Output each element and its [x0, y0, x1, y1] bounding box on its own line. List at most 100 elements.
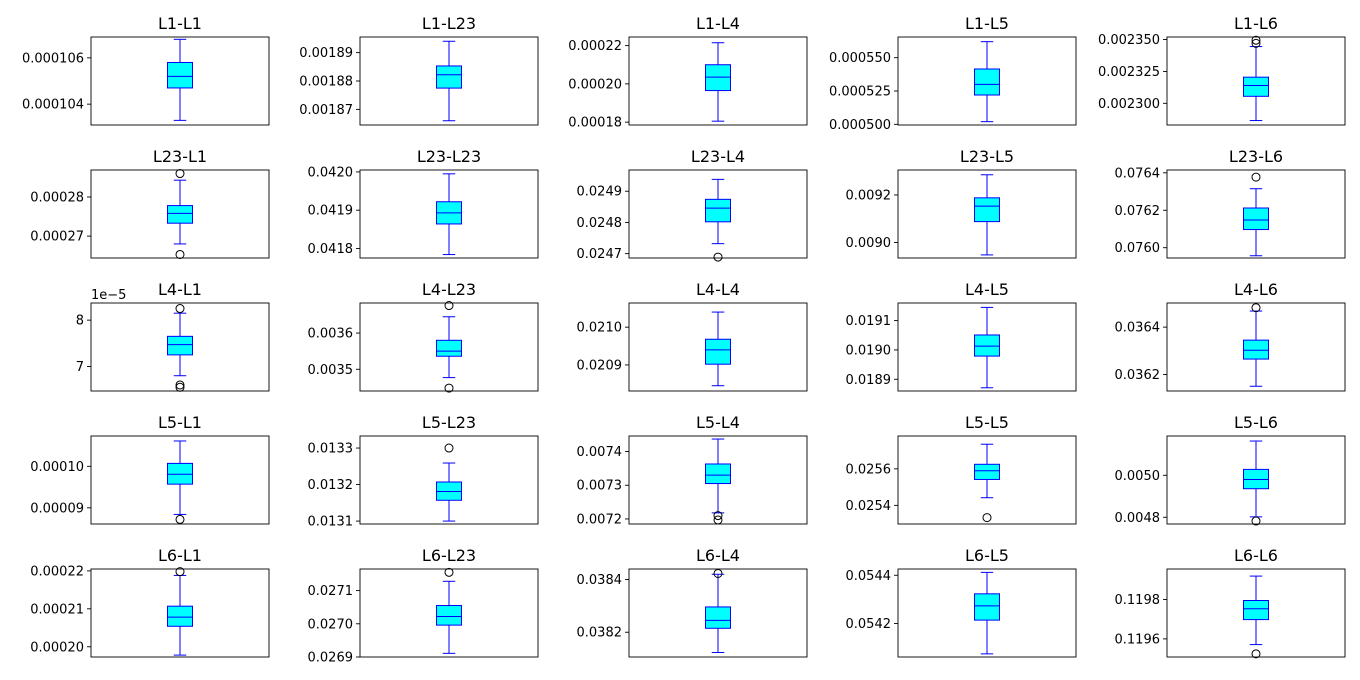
- subplot-title: L23-L6: [1229, 147, 1283, 166]
- subplot-l5-l23: L5-L23 0.0131 0.0132 0.0133: [308, 413, 539, 530]
- axes-frame: [359, 36, 539, 126]
- y-tick-label: 0.00022: [30, 564, 84, 579]
- axes-frame: [1166, 435, 1346, 525]
- y-tick-label: 0.000525: [829, 85, 891, 100]
- outlier-point: [175, 380, 185, 390]
- subplot-title: L5-L23: [422, 413, 476, 432]
- subplot-title: L4-L1: [158, 280, 202, 299]
- subplot-l23-l6: L23-L6 0.0760 0.0762 0.0764: [1115, 147, 1346, 259]
- subplot-title: L23-L1: [153, 147, 207, 166]
- subplot-title: L6-L5: [965, 546, 1009, 565]
- iqr-box: [705, 338, 731, 365]
- outlier-point: [444, 383, 454, 393]
- subplot-l4-l5: L4-L5 0.0189 0.0190 0.0191: [846, 280, 1077, 392]
- axes-frame: [90, 568, 270, 658]
- y-tick-label: 0.0189: [846, 373, 892, 388]
- y-tick-label: 0.000500: [829, 118, 891, 133]
- subplot-title: L23-L23: [417, 147, 481, 166]
- y-tick-label: 0.0364: [1115, 321, 1161, 336]
- axis-offset-label: 1e−5: [91, 288, 126, 303]
- y-tick-label: 0.0209: [577, 358, 623, 373]
- subplot-l5-l6: L5-L6 0.0048 0.0050: [1115, 413, 1346, 526]
- subplot-l5-l4: L5-L4 0.0072 0.0073 0.0074: [577, 413, 808, 527]
- outlier-point: [444, 301, 454, 311]
- iqr-box: [1243, 339, 1269, 360]
- subplot-l5-l1: L5-L1 0.00009 0.00010: [30, 413, 270, 525]
- axes-frame: [897, 568, 1077, 658]
- y-tick-label: 0.0269: [308, 651, 354, 666]
- outlier-point: [175, 567, 185, 577]
- axes-frame: [897, 435, 1077, 525]
- subplot-l6-l6: L6-L6 0.1196 0.1198: [1115, 546, 1346, 659]
- subplot-title: L4-L4: [696, 280, 740, 299]
- y-tick-label: 0.002350: [1098, 33, 1160, 48]
- outlier-point: [982, 513, 992, 523]
- y-tick-label: 0.002300: [1098, 97, 1160, 112]
- subplot-title: L1-L4: [696, 14, 740, 33]
- axes-frame: [90, 302, 270, 392]
- y-tick-label: 0.0210: [577, 321, 623, 336]
- y-tick-label: 0.0764: [1115, 166, 1161, 181]
- iqr-box: [436, 65, 462, 89]
- outlier-point: [444, 567, 454, 577]
- iqr-box: [436, 605, 462, 626]
- subplot-l5-l5: L5-L5 0.0254 0.0256: [846, 413, 1077, 525]
- iqr-box: [974, 463, 1000, 480]
- y-tick-label: 0.00020: [568, 77, 622, 92]
- subplot-title: L4-L5: [965, 280, 1009, 299]
- y-tick-label: 0.0132: [308, 478, 354, 493]
- subplot-title: L6-L1: [158, 546, 202, 565]
- subplot-l23-l1: L23-L1 0.00027 0.00028: [30, 147, 270, 259]
- iqr-box: [1243, 76, 1269, 97]
- subplot-l6-l1: L6-L1 0.00020 0.00021 0.00022: [30, 546, 270, 658]
- iqr-box: [436, 339, 462, 357]
- iqr-box: [167, 205, 193, 224]
- y-tick-label: 0.00028: [30, 190, 84, 205]
- subplot-title: L4-L6: [1234, 280, 1278, 299]
- axes-frame: [628, 435, 808, 525]
- axes-frame: [1166, 302, 1346, 392]
- y-tick-label: 0.0247: [577, 247, 623, 262]
- subplot-title: L5-L5: [965, 413, 1009, 432]
- outlier-point: [175, 249, 185, 259]
- y-tick-label: 8: [76, 314, 84, 329]
- y-tick-label: 0.00027: [30, 230, 84, 245]
- subplot-title: L1-L1: [158, 14, 202, 33]
- outlier-point: [713, 511, 723, 521]
- y-tick-label: 0.00010: [30, 460, 84, 475]
- y-tick-label: 0.00188: [299, 75, 353, 90]
- y-tick-label: 0.000104: [22, 98, 84, 113]
- subplot-title: L5-L1: [158, 413, 202, 432]
- outlier-point: [1251, 35, 1261, 45]
- y-tick-label: 0.0542: [846, 617, 892, 632]
- iqr-box: [705, 463, 731, 485]
- y-tick-label: 0.00009: [30, 501, 84, 516]
- y-tick-label: 0.0133: [308, 442, 354, 457]
- y-tick-label: 0.0271: [308, 584, 354, 599]
- subplot-title: L6-L6: [1234, 546, 1278, 565]
- iqr-box: [167, 605, 193, 627]
- y-tick-label: 0.0248: [577, 216, 623, 231]
- y-tick-label: 0.0544: [846, 569, 892, 584]
- axes-frame: [897, 169, 1077, 259]
- y-tick-label: 0.0074: [577, 445, 623, 460]
- y-tick-label: 0.000550: [829, 51, 891, 66]
- subplot-l1-l5: L1-L5 0.000500 0.000525 0.000550: [829, 14, 1077, 133]
- subplot-title: L23-L4: [691, 147, 745, 166]
- outlier-point: [1251, 303, 1261, 313]
- y-tick-label: 0.0382: [577, 626, 623, 641]
- y-tick-label: 0.0092: [846, 188, 892, 203]
- subplot-l6-l23: L6-L23 0.0269 0.0270 0.0271: [308, 546, 539, 666]
- outlier-point: [175, 304, 185, 314]
- y-tick-label: 0.00187: [299, 103, 353, 118]
- subplot-title: L5-L6: [1234, 413, 1278, 432]
- y-tick-label: 0.0249: [577, 185, 623, 200]
- axes-frame: [359, 568, 539, 658]
- iqr-box: [167, 335, 193, 356]
- axes-frame: [628, 36, 808, 126]
- subplot-l1-l1: L1-L1 0.000104 0.000106: [22, 14, 270, 126]
- y-tick-label: 0.0036: [308, 327, 354, 342]
- y-tick-label: 0.1196: [1115, 632, 1161, 647]
- subplot-l23-l4: L23-L4 0.0247 0.0248 0.0249: [577, 147, 808, 262]
